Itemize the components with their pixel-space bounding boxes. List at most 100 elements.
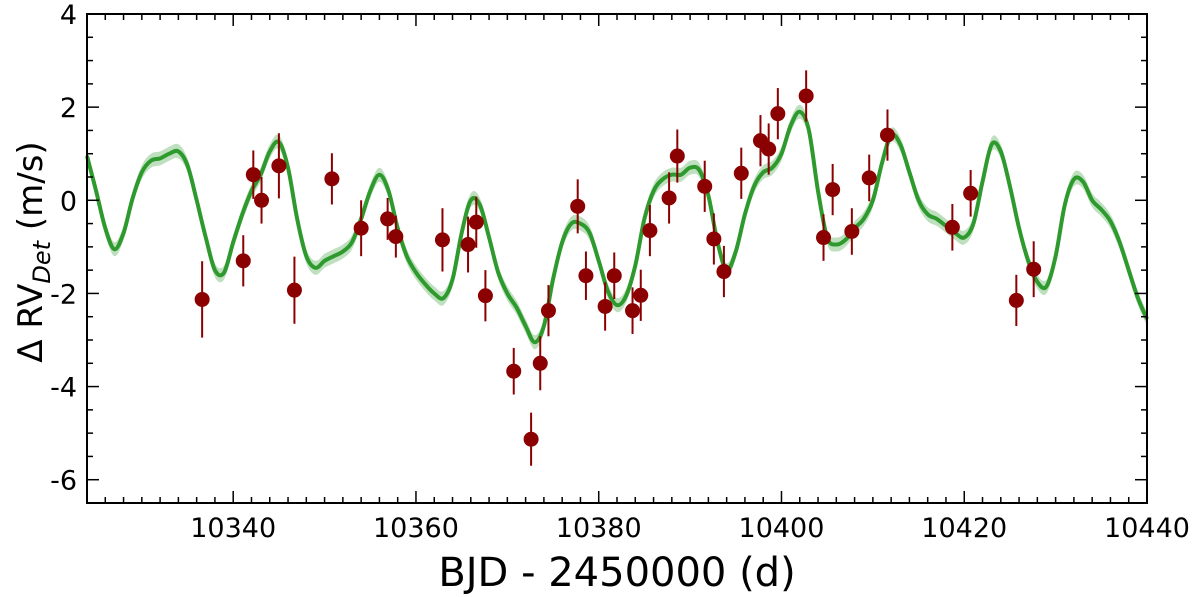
x-tick-label: 10340 (190, 513, 276, 544)
data-point (353, 200, 369, 257)
data-marker (245, 167, 261, 183)
data-marker (1026, 261, 1042, 277)
x-axis-label: BJD - 2450000 (d) (438, 550, 795, 596)
data-marker (669, 148, 685, 164)
data-point (816, 214, 832, 261)
y-tick-label: -4 (50, 373, 77, 404)
data-marker (460, 237, 476, 253)
data-point (879, 109, 895, 161)
x-tick-label: 10380 (556, 513, 642, 544)
y-tick-label: 2 (60, 93, 77, 124)
x-tick-label: 10400 (739, 513, 825, 544)
data-marker (353, 220, 369, 236)
data-point (570, 179, 586, 234)
data-marker (570, 198, 586, 214)
data-marker (661, 190, 677, 206)
data-point (752, 115, 768, 167)
data-point (477, 270, 493, 322)
data-marker (235, 253, 251, 269)
data-point (271, 133, 287, 199)
y-axis-label-suffix: (m/s) (11, 141, 51, 241)
data-marker (798, 88, 814, 104)
data-point (661, 172, 677, 224)
data-point (844, 208, 860, 255)
data-point (606, 252, 622, 300)
data-point (642, 204, 658, 257)
model-curve (85, 109, 1149, 345)
data-point (523, 412, 539, 466)
data-marker (380, 211, 396, 227)
data-point (861, 154, 877, 202)
data-marker (697, 178, 713, 194)
data-marker (523, 431, 539, 447)
data-marker (770, 106, 786, 122)
y-axis-label: Δ RVDet (m/s) (11, 141, 56, 362)
y-tick-label: -6 (50, 466, 77, 497)
data-point (633, 269, 649, 321)
data-point (825, 163, 841, 216)
data-point (798, 70, 814, 122)
data-point (625, 287, 641, 334)
data-marker (271, 158, 287, 174)
data-marker (254, 192, 270, 208)
data-point (194, 261, 210, 338)
data-marker (963, 185, 979, 201)
data-points (194, 70, 1042, 466)
x-tick-label: 10440 (1104, 513, 1190, 544)
data-point (963, 170, 979, 217)
data-point (254, 177, 270, 224)
data-marker (286, 282, 302, 298)
data-marker (1008, 292, 1024, 308)
data-marker (861, 170, 877, 186)
y-axis-label-prefix: Δ RV (11, 284, 51, 363)
data-point (434, 208, 450, 272)
data-marker (597, 298, 613, 314)
data-marker (642, 223, 658, 239)
x-tick-label: 10420 (921, 513, 1007, 544)
data-marker (733, 165, 749, 181)
data-marker (477, 288, 493, 304)
data-marker (324, 171, 340, 187)
data-point (733, 147, 749, 199)
data-point (761, 123, 777, 175)
data-marker (633, 287, 649, 303)
axis-ticks: 10340 10360 10380 10400 10420 10440 -6 -4 -2 0 2 4 (50, 0, 1190, 544)
data-point (1026, 241, 1042, 298)
data-point (460, 216, 476, 273)
data-point (286, 256, 302, 324)
data-point (388, 215, 404, 258)
data-point (597, 282, 613, 331)
y-axis-label-subscript: Det (28, 239, 56, 283)
data-marker (625, 303, 641, 319)
data-marker (540, 303, 556, 319)
data-marker (468, 214, 484, 230)
data-marker (825, 182, 841, 198)
data-marker (816, 230, 832, 246)
data-marker (388, 229, 404, 245)
data-marker (706, 231, 722, 247)
data-point (235, 235, 251, 287)
data-marker (606, 268, 622, 284)
data-point (532, 336, 548, 391)
data-point (578, 251, 594, 300)
data-marker (844, 223, 860, 239)
data-point (944, 204, 960, 251)
data-point (1008, 274, 1024, 327)
x-tick-label: 10360 (373, 513, 459, 544)
data-point (380, 197, 396, 240)
data-point (540, 285, 556, 337)
y-tick-label: -2 (50, 279, 77, 310)
data-marker (944, 219, 960, 235)
data-marker (578, 268, 594, 284)
data-point (669, 129, 685, 183)
data-marker (532, 355, 548, 371)
y-tick-label: 4 (60, 0, 77, 31)
data-point (468, 196, 484, 248)
y-tick-label: 0 (60, 186, 77, 217)
model-uncertainty-band (87, 104, 1147, 350)
data-point (324, 153, 340, 205)
data-marker (716, 264, 732, 280)
data-marker (879, 127, 895, 143)
data-point (697, 160, 713, 212)
